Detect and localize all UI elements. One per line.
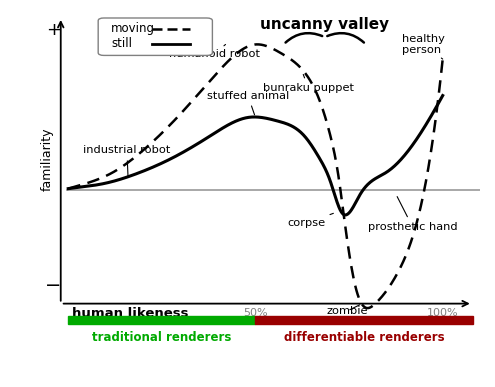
Bar	[255, 317, 473, 324]
FancyBboxPatch shape	[98, 18, 212, 55]
Text: human likeness: human likeness	[72, 307, 189, 320]
Bar	[68, 317, 255, 324]
Text: moving: moving	[111, 22, 155, 36]
Text: bunraku puppet: bunraku puppet	[263, 74, 354, 93]
Text: familiarity: familiarity	[41, 128, 54, 191]
Text: traditional renderers: traditional renderers	[92, 331, 232, 344]
Text: industrial robot: industrial robot	[83, 145, 171, 177]
Text: +: +	[46, 21, 61, 39]
Text: prosthetic hand: prosthetic hand	[368, 197, 457, 232]
Text: −: −	[45, 276, 61, 295]
Text: still: still	[111, 37, 132, 50]
Text: corpse: corpse	[287, 213, 333, 228]
Text: 50%: 50%	[243, 308, 268, 318]
Text: 100%: 100%	[427, 308, 458, 318]
Text: healthy
person: healthy person	[401, 34, 445, 59]
Text: humanoid robot: humanoid robot	[169, 45, 260, 58]
Text: uncanny valley: uncanny valley	[260, 17, 389, 32]
Text: differentiable renderers: differentiable renderers	[284, 331, 445, 344]
Text: zombie: zombie	[327, 305, 368, 316]
Text: stuffed animal: stuffed animal	[207, 91, 289, 115]
